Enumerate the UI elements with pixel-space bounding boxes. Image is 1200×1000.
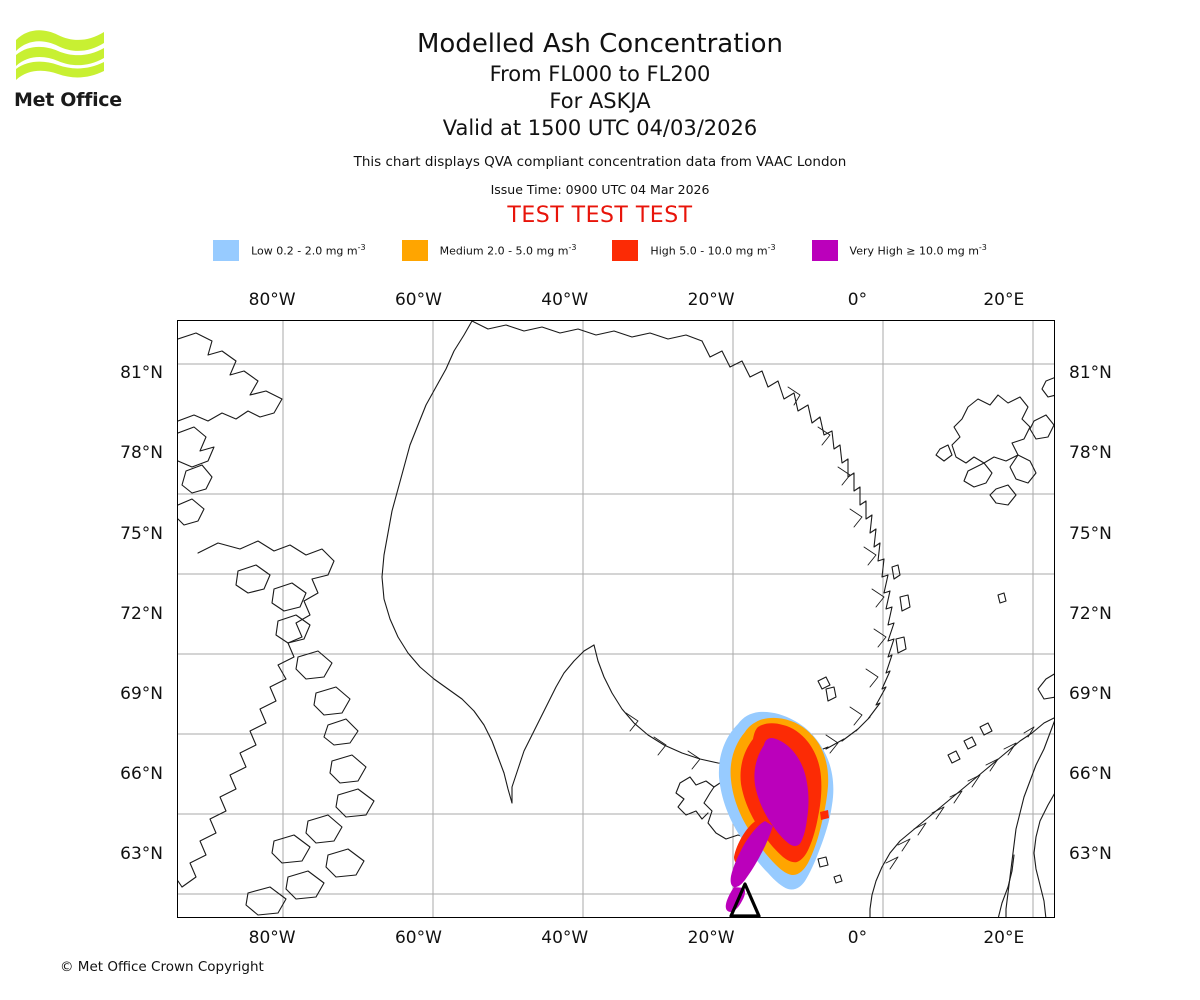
x-tick-top-5: 20°E <box>983 290 1025 310</box>
x-tick-bottom-4: 0° <box>847 928 868 948</box>
x-tick-top-4: 0° <box>847 290 868 310</box>
legend-high-exponent: -3 <box>767 243 776 253</box>
legend-medium: Medium 2.0 - 5.0 mg m-3 <box>401 240 577 261</box>
x-tick-bottom-3: 20°W <box>687 928 735 948</box>
y-tick-left-1: 78°N <box>120 443 163 464</box>
x-tick-bottom-5: 20°E <box>983 928 1025 948</box>
legend-high-swatch <box>612 240 639 261</box>
met-office-logo: Met Office <box>14 26 134 116</box>
y-tick-right-4: 69°N <box>1069 683 1112 704</box>
x-tick-top-0: 80°W <box>248 290 296 310</box>
volcano-source-marker <box>729 882 761 917</box>
valid-time: Valid at 1500 UTC 04/03/2026 <box>442 116 758 140</box>
x-tick-top-3: 20°W <box>687 290 735 310</box>
legend-high: High 5.0 - 10.0 mg m-3 <box>612 240 776 261</box>
legend-low: Low 0.2 - 2.0 mg m-3 <box>213 240 366 261</box>
y-tick-left-4: 69°N <box>120 683 163 704</box>
plume-fleck-high <box>820 810 829 820</box>
volcano-name: For ASKJA <box>549 89 651 113</box>
plume-contour-very-high-tail <box>730 821 773 888</box>
y-tick-left-5: 66°N <box>120 763 163 784</box>
chart-header: Modelled Ash Concentration From FL000 to… <box>0 28 1200 229</box>
x-tick-bottom-1: 60°W <box>394 928 442 948</box>
legend-low-swatch <box>213 240 240 261</box>
map-frame <box>177 320 1055 918</box>
x-tick-top-1: 60°W <box>394 290 442 310</box>
copyright-notice: © Met Office Crown Copyright <box>60 959 264 975</box>
flight-level-range: From FL000 to FL200 <box>489 62 711 86</box>
y-tick-left-3: 72°N <box>120 603 163 624</box>
legend-low-label: Low 0.2 - 2.0 mg m-3 <box>251 243 366 258</box>
legend-medium-exponent: -3 <box>568 243 577 253</box>
legend-very-high-label: Very High ≥ 10.0 mg m-3 <box>849 243 987 258</box>
plume-contour-very-high <box>754 738 809 846</box>
qva-note: This chart displays QVA compliant concen… <box>353 154 847 170</box>
x-tick-bottom-0: 80°W <box>248 928 296 948</box>
y-tick-left-0: 81°N <box>120 363 163 384</box>
y-tick-left-6: 63°N <box>120 843 163 864</box>
x-tick-bottom-2: 40°W <box>541 928 589 948</box>
met-office-logo-text: Met Office <box>14 89 122 111</box>
y-tick-right-6: 63°N <box>1069 843 1112 864</box>
legend-very-high-exponent: -3 <box>978 243 987 253</box>
legend-very-high: Very High ≥ 10.0 mg m-3 <box>811 240 987 261</box>
y-tick-right-3: 72°N <box>1069 603 1112 624</box>
ash-concentration-map <box>178 321 1054 917</box>
concentration-legend: Low 0.2 - 2.0 mg m-3 Medium 2.0 - 5.0 mg … <box>0 240 1200 261</box>
legend-medium-label: Medium 2.0 - 5.0 mg m-3 <box>439 243 577 258</box>
y-tick-left-2: 75°N <box>120 523 163 544</box>
test-banner: TEST TEST TEST <box>507 203 693 228</box>
page-title: Modelled Ash Concentration <box>416 29 784 59</box>
y-tick-right-0: 81°N <box>1069 363 1112 384</box>
map-gridlines <box>178 321 1054 917</box>
met-office-wave-icon <box>16 30 104 80</box>
legend-low-exponent: -3 <box>357 243 366 253</box>
map-container <box>177 320 1055 918</box>
x-tick-top-2: 40°W <box>541 290 589 310</box>
issue-time: Issue Time: 0900 UTC 04 Mar 2026 <box>490 182 710 197</box>
coastlines <box>178 321 1054 917</box>
ash-plume <box>718 711 834 912</box>
legend-high-label: High 5.0 - 10.0 mg m-3 <box>650 243 776 258</box>
y-tick-right-2: 75°N <box>1069 523 1112 544</box>
y-tick-right-5: 66°N <box>1069 763 1112 784</box>
y-tick-right-1: 78°N <box>1069 443 1112 464</box>
legend-very-high-swatch <box>811 240 838 261</box>
legend-medium-swatch <box>401 240 428 261</box>
